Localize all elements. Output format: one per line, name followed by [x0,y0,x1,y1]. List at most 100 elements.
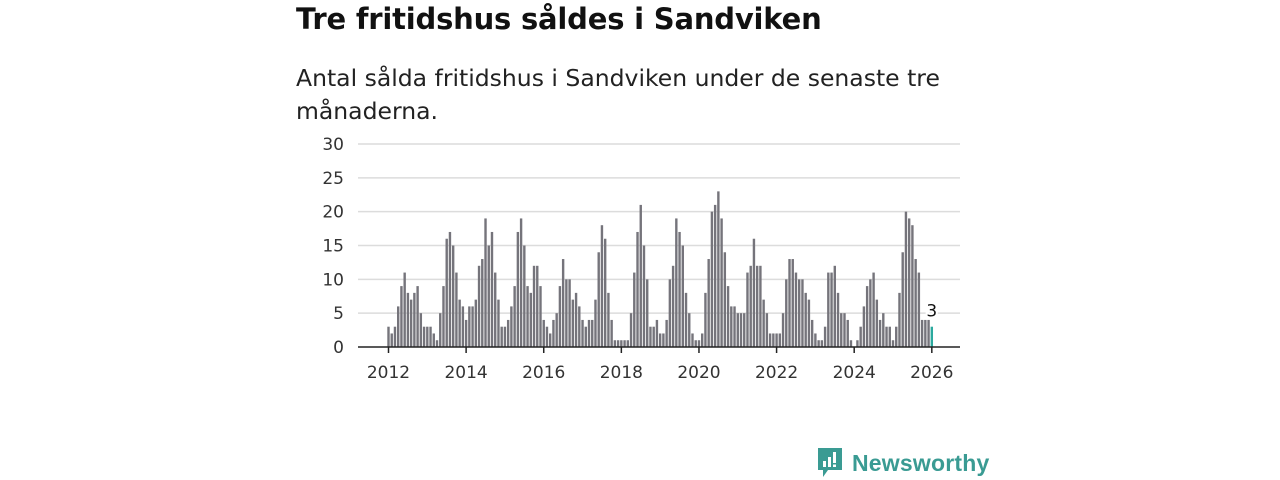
bar [655,319,659,347]
bar [542,319,545,347]
y-tick-label: 25 [322,169,344,189]
bar [558,286,562,347]
bar [455,272,458,347]
bar [924,319,927,347]
bar [506,319,510,347]
bar [869,279,872,347]
bar [827,272,830,347]
bar [662,333,665,347]
bar [487,245,490,347]
bar [458,299,461,347]
bar [403,272,406,347]
bar [820,340,824,347]
bar [726,286,730,347]
bar [843,313,846,347]
bar [409,299,413,347]
bar [536,265,539,347]
bar [481,259,484,347]
bar [629,313,633,347]
bar [801,279,804,347]
bar [435,340,439,347]
bar [704,292,707,347]
bar [620,340,623,347]
x-tick-label: 2022 [755,363,798,383]
bar [678,231,681,347]
bar [920,319,924,347]
bar [840,313,843,347]
bar [529,292,532,347]
bar [406,292,410,347]
x-tick-label: 2018 [600,363,643,383]
bar [494,272,497,347]
bar [490,231,494,347]
bar [898,292,901,347]
bar [720,218,723,347]
bar [549,333,552,347]
bar [397,306,400,347]
bar [568,279,571,347]
bar [675,218,678,347]
x-tick-label: 2012 [367,363,410,383]
bar [878,319,882,347]
highlight-value-label: 3 [926,302,937,322]
bar [571,299,575,347]
bar [649,326,652,347]
bar [526,286,529,347]
bar [474,299,478,347]
newsworthy-logo-icon [818,448,842,477]
bar [587,319,591,347]
bar [762,299,765,347]
bar [451,245,455,347]
bar [697,340,701,347]
bar [688,313,691,347]
bar [730,306,733,347]
bar [817,340,820,347]
bar [652,326,655,347]
y-tick-label: 5 [333,304,344,324]
bar [681,245,684,347]
bar [464,319,468,347]
bar [785,279,788,347]
bar [882,313,885,347]
bar [794,272,798,347]
newsworthy-logo: Newsworthy [816,446,989,480]
bar [691,333,694,347]
bar [891,340,895,347]
bar [739,313,743,347]
bar [400,286,403,347]
bar [911,225,914,347]
bar [862,306,866,347]
bar [461,306,465,347]
bar [768,333,772,347]
bar [849,340,853,347]
bar [733,306,736,347]
bar [426,326,429,347]
bar [927,319,930,347]
bar [390,333,393,347]
bar [555,313,558,347]
bar [904,211,908,347]
x-tick-label: 2024 [833,363,876,383]
bar [665,319,668,347]
brand-name: Newsworthy [852,449,990,476]
bar [432,333,435,347]
bar [836,292,840,347]
bar [684,292,688,347]
bar [448,231,452,347]
bar [658,333,662,347]
bar [552,319,555,347]
bar [772,333,775,347]
bar [393,326,397,347]
bar [578,306,581,347]
bar [565,279,568,347]
bar [574,292,578,347]
bar [755,265,759,347]
bar [616,340,620,347]
bar [888,326,891,347]
bar [422,326,426,347]
bar [532,265,536,347]
bar [810,319,814,347]
bar [642,245,646,347]
bar [668,279,672,347]
